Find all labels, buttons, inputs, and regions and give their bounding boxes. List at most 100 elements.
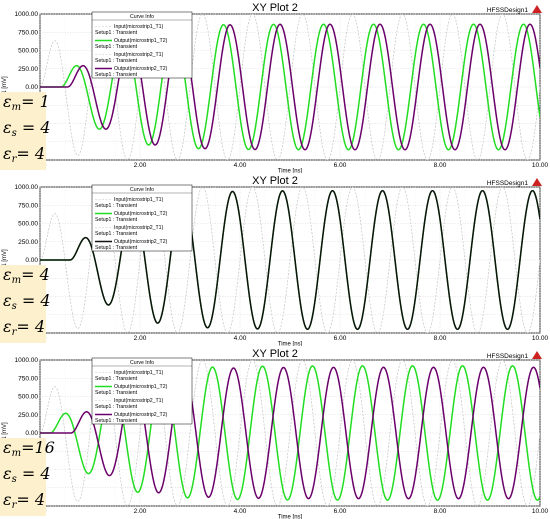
legend-header: Curve Info xyxy=(130,187,154,193)
chart-title: XY Plot 2 xyxy=(252,348,298,360)
y-tick-label: 1000.00 xyxy=(15,11,39,18)
param-symbol: ε xyxy=(3,438,12,457)
x-tick-label: 2.00 xyxy=(134,508,147,515)
design-name: HFSSDesign1 xyxy=(487,180,529,187)
chart-title: XY Plot 2 xyxy=(252,175,298,187)
param-value: = 4 xyxy=(16,118,51,137)
x-tick-label: 8.00 xyxy=(434,508,447,515)
ansys-logo-icon xyxy=(532,178,542,186)
x-tick-label: 4.00 xyxy=(234,162,247,169)
xy-plot-panel-2: XY Plot 2 HFSSDesign1 0.00 2.00 4.00 6.00 8.00… xyxy=(0,173,550,346)
legend-header: Curve Info xyxy=(130,14,154,20)
x-tick-label: 4.00 xyxy=(234,335,247,342)
param-line: εm=16 xyxy=(0,438,55,464)
chart-svg: XY Plot 2 HFSSDesign1 0.00 2.00 4.00 6.00 8.00… xyxy=(2,2,549,173)
x-tick-label: 10.00 xyxy=(532,335,549,342)
x-tick-label: 10.00 xyxy=(532,162,549,169)
param-subscript: r xyxy=(11,327,17,338)
legend-entry-label: Input(microstrip1_T1) xyxy=(114,370,164,376)
y-tick-label: 0.00 xyxy=(25,257,38,264)
chart-svg: XY Plot 2 HFSSDesign1 0.00 2.00 4.00 6.00 8.00… xyxy=(2,175,549,347)
legend-entry-setup: Setup1 : Transient xyxy=(95,217,138,223)
y-tick-label: 500.00 xyxy=(18,394,38,401)
x-tick-label: 6.00 xyxy=(334,335,347,342)
param-line: εs = 4 xyxy=(0,291,51,317)
ansys-logo-icon xyxy=(532,351,542,359)
y-tick-label: 750.00 xyxy=(18,375,38,382)
x-tick-label: 8.00 xyxy=(434,162,447,169)
param-subscript: s xyxy=(11,128,17,139)
series-line xyxy=(40,14,540,160)
legend-entry-setup: Setup1 : Transient xyxy=(95,58,138,64)
chart-title: XY Plot 2 xyxy=(252,2,298,14)
legend-entry-setup: Setup1 : Transient xyxy=(95,231,138,237)
legend-entry-label: Input(microstrip1_T1) xyxy=(114,24,164,30)
legend-entry-label: Output(microstrip1_T2) xyxy=(114,384,168,390)
x-tick-label: 6.00 xyxy=(334,162,347,169)
param-symbol: ε xyxy=(3,291,12,310)
param-subscript: r xyxy=(11,500,17,511)
y-tick-label: 1000.00 xyxy=(15,184,39,191)
series-line xyxy=(40,360,540,506)
param-value: =16 xyxy=(21,438,55,457)
y-tick-label: 250.00 xyxy=(18,412,38,419)
legend-entry-label: Output(microstrip2_T2) xyxy=(114,239,168,245)
param-line: εr= 4 xyxy=(0,317,46,343)
y-axis-label: Y1 [mV] xyxy=(2,76,8,98)
legend-entry-setup: Setup1 : Transient xyxy=(95,30,138,36)
param-value: = 4 xyxy=(16,317,46,336)
param-value: = 4 xyxy=(16,291,51,310)
param-subscript: m xyxy=(11,102,22,113)
legend-entry-label: Input(microstrip2_T1) xyxy=(114,52,164,58)
legend-entry-label: Output(microstrip2_T2) xyxy=(114,412,168,418)
x-tick-label: 10.00 xyxy=(532,508,549,515)
param-symbol: ε xyxy=(3,317,12,336)
legend-entry-setup: Setup1 : Transient xyxy=(95,418,138,424)
permittivity-params-box: εm=16 εs = 4 εr= 4 xyxy=(0,438,55,516)
param-subscript: m xyxy=(11,448,22,459)
chart-svg: XY Plot 2 HFSSDesign1 0.00 2.00 4.00 6.00 8.00… xyxy=(2,348,549,519)
x-tick-label: 2.00 xyxy=(134,335,147,342)
legend-entry-label: Input(microstrip2_T1) xyxy=(114,225,164,231)
legend-entry-label: Input(microstrip2_T1) xyxy=(114,398,164,404)
legend-box xyxy=(91,184,193,252)
design-name: HFSSDesign1 xyxy=(487,7,529,14)
y-tick-label: 750.00 xyxy=(18,29,38,36)
param-subscript: s xyxy=(11,301,17,312)
legend-entry-setup: Setup1 : Transient xyxy=(95,376,138,382)
legend-box xyxy=(91,11,193,79)
y-axis-label: Y1 [mV] xyxy=(2,422,8,444)
legend-entry-setup: Setup1 : Transient xyxy=(95,390,138,396)
param-value: = 4 xyxy=(16,464,51,483)
legend-entry-setup: Setup1 : Transient xyxy=(95,245,138,251)
x-tick-label: 8.00 xyxy=(434,335,447,342)
param-value: = 4 xyxy=(21,265,50,284)
y-axis-label: Y1 [mV] xyxy=(2,249,8,271)
param-symbol: ε xyxy=(3,265,12,284)
param-line: εs = 4 xyxy=(0,118,51,144)
legend-entry-setup: Setup1 : Transient xyxy=(95,44,138,50)
legend-entry-setup: Setup1 : Transient xyxy=(95,72,138,78)
param-subscript: m xyxy=(11,275,22,286)
legend-entry-label: Output(microstrip2_T2) xyxy=(114,66,168,72)
param-subscript: r xyxy=(11,154,17,165)
xy-plot-panel-3: XY Plot 2 HFSSDesign1 0.00 2.00 4.00 6.00 8.00… xyxy=(0,346,550,519)
y-tick-label: 250.00 xyxy=(18,239,38,246)
param-value: = 4 xyxy=(16,144,46,163)
param-symbol: ε xyxy=(3,464,12,483)
param-subscript: s xyxy=(11,474,17,485)
y-tick-label: 250.00 xyxy=(18,66,38,73)
y-tick-label: 0.00 xyxy=(25,430,38,437)
x-tick-label: 4.00 xyxy=(234,508,247,515)
x-axis-label: Time [ns] xyxy=(278,515,303,519)
param-line: εr= 4 xyxy=(0,144,46,170)
param-line: εr= 4 xyxy=(0,490,46,516)
param-value: = 1 xyxy=(21,92,50,111)
x-tick-label: 6.00 xyxy=(334,508,347,515)
y-tick-label: 1000.00 xyxy=(15,357,39,364)
y-tick-label: 500.00 xyxy=(18,221,38,228)
param-symbol: ε xyxy=(3,118,12,137)
legend-header: Curve Info xyxy=(130,360,154,366)
series-line xyxy=(40,187,540,333)
x-axis-label: Time [ns] xyxy=(278,342,303,347)
